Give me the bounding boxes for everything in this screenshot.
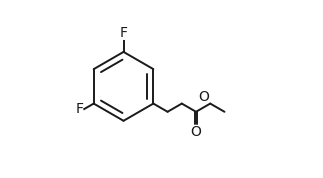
- Text: O: O: [191, 125, 202, 139]
- Text: F: F: [120, 26, 128, 40]
- Text: O: O: [198, 90, 209, 104]
- Text: F: F: [75, 102, 83, 116]
